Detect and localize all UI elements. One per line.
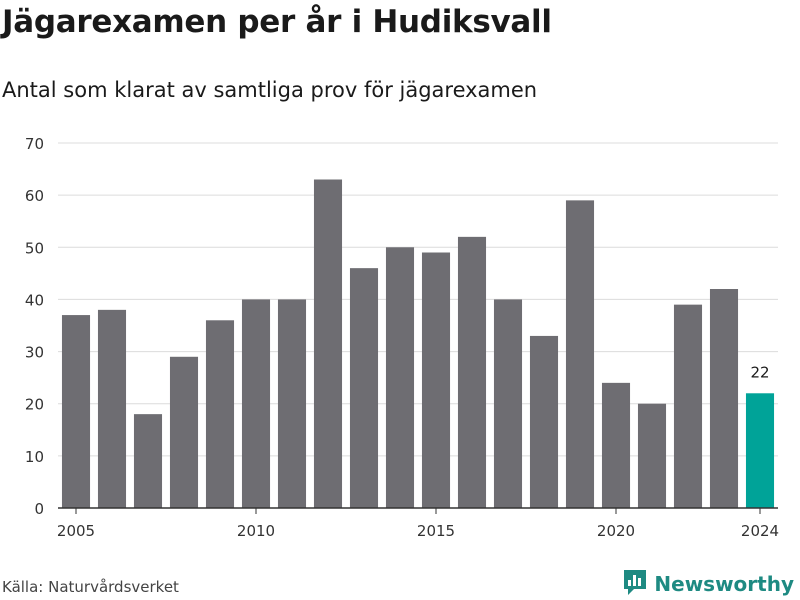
bar-2009[interactable] (205, 320, 235, 508)
y-tick-label: 60 (25, 187, 44, 205)
brand-logo[interactable]: Newsworthy (622, 568, 794, 600)
y-tick-label: 0 (34, 500, 44, 518)
bar-2013[interactable] (349, 268, 379, 508)
x-tick-label: 2024 (741, 522, 779, 540)
data-labels: 22 (750, 363, 769, 381)
gridlines (58, 142, 778, 457)
bar-2023[interactable] (709, 289, 739, 508)
y-tick-label: 50 (25, 239, 44, 257)
data-label: 22 (750, 363, 769, 381)
newsworthy-chart-icon (622, 568, 648, 600)
bar-2022[interactable] (673, 304, 703, 508)
bar-2010[interactable] (241, 299, 271, 508)
bar-2020[interactable] (601, 382, 631, 508)
bar-2011[interactable] (277, 299, 307, 508)
y-tick-label: 70 (25, 135, 44, 153)
y-axis-ticks: 0 10 20 30 40 50 60 70 (25, 135, 44, 518)
x-tick-label: 2020 (597, 522, 635, 540)
bar-2008[interactable] (169, 356, 199, 508)
brand-name: Newsworthy (654, 572, 794, 596)
bar-2019[interactable] (565, 200, 595, 508)
bar-2012[interactable] (313, 179, 343, 509)
x-tick-label: 2005 (57, 522, 95, 540)
x-tick-label: 2015 (417, 522, 455, 540)
bar-2016[interactable] (457, 236, 487, 508)
x-axis-ticks: 2005 2010 2015 2020 2024 (57, 508, 779, 540)
bar-2005[interactable] (61, 315, 91, 508)
bar-2015[interactable] (421, 252, 451, 509)
bar-2006[interactable] (97, 309, 127, 508)
bar-2018[interactable] (529, 335, 559, 508)
chart-subtitle: Antal som klarat av samtliga prov för jä… (2, 78, 538, 102)
bar-2021[interactable] (637, 403, 667, 508)
y-tick-label: 30 (25, 344, 44, 362)
y-tick-label: 10 (25, 448, 44, 466)
y-tick-label: 20 (25, 396, 44, 414)
bar-2007[interactable] (133, 414, 163, 508)
x-tick-label: 2010 (237, 522, 275, 540)
bars (61, 179, 775, 509)
y-tick-label: 40 (25, 291, 44, 309)
chart-title: Jägarexamen per år i Hudiksvall (2, 4, 552, 40)
source-note: Källa: Naturvårdsverket (2, 578, 179, 596)
bar-2017[interactable] (493, 299, 523, 508)
bar-2024[interactable] (745, 393, 775, 508)
bar-2014[interactable] (385, 247, 415, 509)
